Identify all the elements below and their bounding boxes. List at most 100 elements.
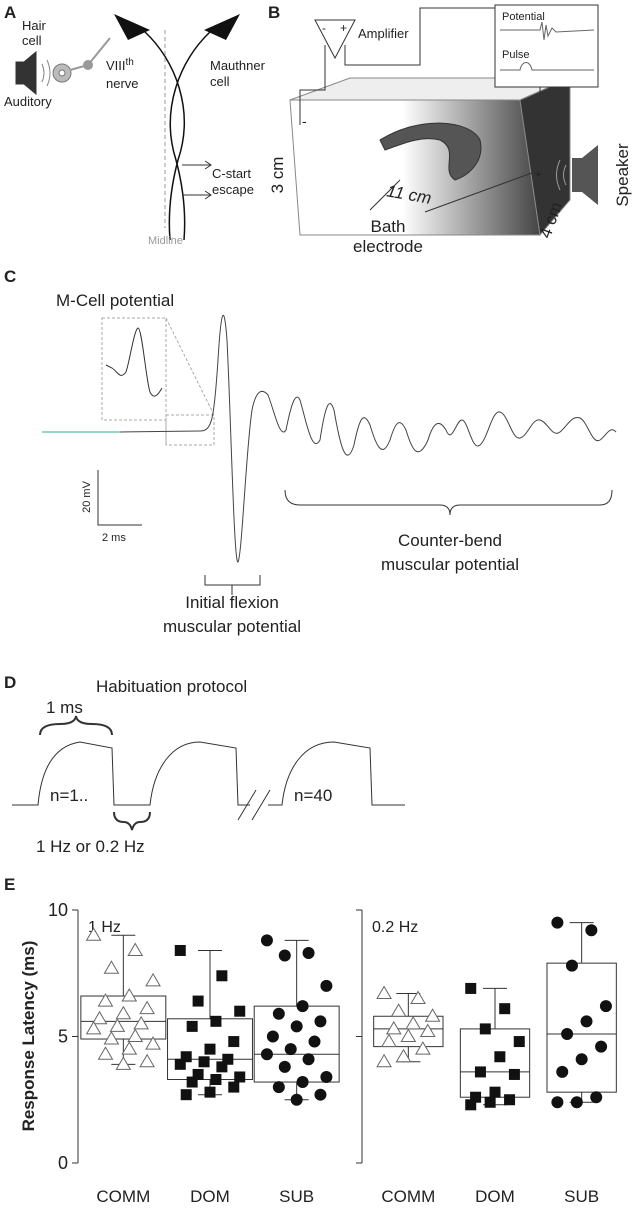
panel-letter: B	[268, 3, 280, 22]
data-point	[278, 949, 291, 962]
panel-d-labels: Habituation protocol 1 ms n=1.. n=40 1 H…	[36, 677, 332, 856]
label: Potential	[502, 11, 545, 23]
data-point	[266, 1030, 279, 1043]
data-point	[561, 1027, 574, 1040]
electrode-pointer	[369, 179, 401, 211]
label: Bath electrode	[353, 217, 423, 256]
y-tick-label: 0	[58, 1153, 68, 1173]
data-point	[484, 1096, 496, 1108]
scope-inset	[494, 4, 599, 88]
zoom-lines	[165, 317, 215, 445]
x-tick-label: DOM	[475, 1187, 515, 1206]
panel-letter: C	[4, 267, 16, 286]
label-part: VIII	[106, 58, 126, 73]
data-point	[145, 972, 161, 987]
box	[373, 1015, 444, 1048]
data-point	[290, 1020, 303, 1033]
pulse-train	[268, 741, 405, 806]
data-point	[204, 1043, 216, 1055]
data-point	[508, 1068, 520, 1080]
panel-c: C M-Cell potential	[4, 267, 617, 595]
label-line: Counter-bend	[398, 531, 502, 550]
data-point	[556, 1065, 569, 1078]
y-tick-label: 10	[48, 900, 68, 920]
data-point	[290, 1093, 303, 1106]
panel-letter: D	[4, 673, 16, 692]
data-point	[390, 1003, 407, 1017]
data-point	[139, 1053, 155, 1068]
data-point	[302, 1053, 315, 1066]
data-point	[590, 1091, 603, 1104]
data-point	[415, 1041, 431, 1055]
label: Midline	[148, 235, 183, 247]
data-point	[489, 1086, 501, 1098]
data-point	[494, 1051, 506, 1063]
amplifier	[314, 19, 356, 60]
brace	[113, 811, 151, 831]
scale-bar	[97, 470, 142, 526]
panel-c-labels: 20 mV 2 ms Initial flexion muscular poten…	[81, 480, 519, 636]
sound-waves	[41, 59, 51, 87]
data-point	[320, 1070, 333, 1083]
label: C-start escape	[212, 166, 254, 197]
panel-e: E Response Latency (ms) 0 5 10 1 Hz COMM DOM S…	[4, 875, 617, 1206]
y-tick-label: 5	[58, 1027, 68, 1047]
tank-front	[289, 99, 541, 236]
data-point	[320, 979, 333, 992]
pulse-trace	[500, 62, 594, 71]
data-point	[465, 1099, 477, 1111]
brace	[39, 715, 113, 736]
data-point	[395, 1048, 412, 1063]
arrowheads	[204, 160, 212, 200]
label: Habituation protocol	[96, 677, 247, 696]
data-point	[121, 988, 138, 1002]
sound-waves	[556, 159, 567, 191]
label-line: muscular potential	[163, 617, 301, 636]
data-point	[575, 1053, 588, 1066]
label: Hair cell	[22, 18, 47, 48]
label: 20 mV	[81, 480, 93, 512]
label: M-Cell potential	[56, 291, 174, 310]
potential-trace	[500, 21, 595, 41]
label: Amplifier	[358, 26, 409, 41]
data-point	[198, 1056, 210, 1068]
bracket	[284, 489, 613, 516]
x-tick-label: SUB	[279, 1187, 314, 1206]
bracket	[204, 575, 261, 595]
zoom-box	[165, 414, 215, 446]
x-tick-label: COMM	[381, 1187, 435, 1206]
panel-a: A	[4, 3, 240, 241]
data-point	[85, 1020, 102, 1035]
data-point	[381, 1033, 397, 1048]
data-point	[186, 1020, 198, 1032]
data-point	[551, 916, 564, 929]
data-point	[133, 1015, 150, 1030]
label: VIIIth	[106, 57, 134, 73]
data-point	[216, 970, 228, 982]
label: Speaker	[613, 143, 632, 207]
label: nerve	[106, 76, 139, 91]
data-point	[174, 1058, 186, 1070]
data-point	[405, 1015, 422, 1030]
label: Mauthner cell	[210, 58, 266, 89]
label: Counter-bend muscular potential	[381, 531, 519, 574]
mauthner-axon	[144, 31, 185, 241]
box	[253, 1005, 340, 1083]
data-point	[308, 1035, 321, 1048]
data-point	[234, 1005, 246, 1017]
break-mark	[237, 789, 271, 821]
label-line: Initial flexion	[185, 593, 279, 612]
pulse-train	[12, 741, 250, 806]
label-line: Bath	[371, 217, 406, 236]
hair-cell-core	[58, 69, 66, 77]
mauthner-soma-left	[114, 14, 150, 40]
data-point	[302, 947, 315, 960]
data-point	[599, 1000, 612, 1013]
panel-letter: A	[4, 3, 16, 22]
x-tick-label: COMM	[96, 1187, 150, 1206]
data-point	[216, 1061, 228, 1073]
x-tick-label: DOM	[190, 1187, 230, 1206]
data-point	[210, 1015, 222, 1027]
